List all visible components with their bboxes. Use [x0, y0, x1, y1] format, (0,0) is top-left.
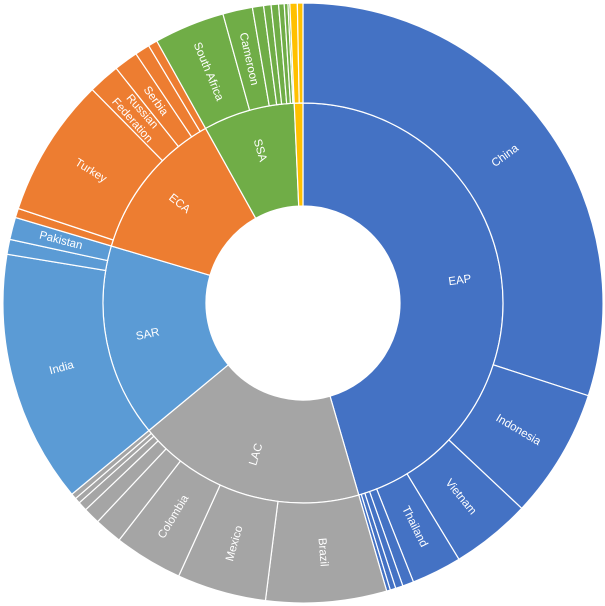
region-label-sar: SAR: [135, 326, 161, 342]
country-label-brazil: Brazil: [315, 537, 329, 567]
inner-ring: [102, 102, 504, 504]
country-segment-china: [302, 2, 604, 397]
country-segment-other-1: [296, 2, 304, 104]
region-label-eap: EAP: [448, 273, 473, 288]
